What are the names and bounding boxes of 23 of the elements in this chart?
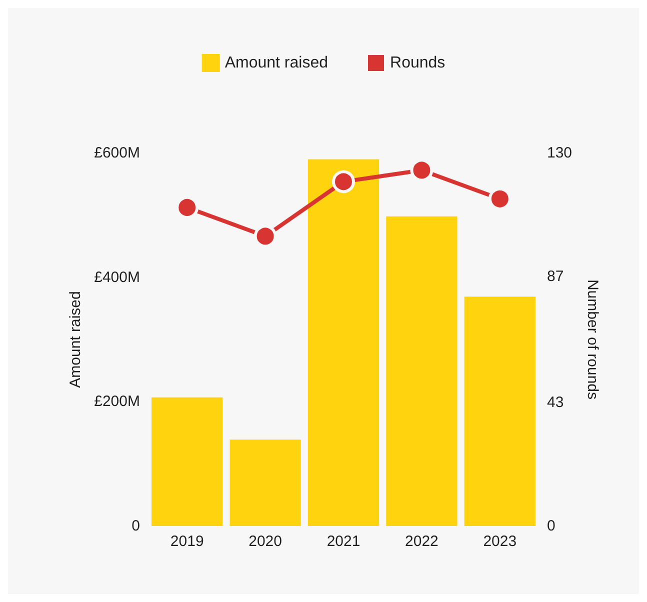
bar bbox=[308, 159, 380, 526]
x-tick-label: 2021 bbox=[326, 533, 360, 550]
x-tick-label: 2022 bbox=[405, 533, 438, 550]
y-tick-label: £200M bbox=[94, 393, 140, 410]
bar bbox=[152, 397, 223, 526]
y2-tick-label: 130 bbox=[547, 144, 572, 162]
x-tick-label: 2020 bbox=[248, 533, 282, 550]
y-tick-label: £400M bbox=[94, 268, 140, 286]
bar bbox=[386, 216, 458, 526]
legend-label: Amount raised bbox=[224, 54, 328, 72]
bar bbox=[464, 296, 536, 526]
y-tick-label: 0 bbox=[132, 518, 140, 534]
point bbox=[332, 170, 355, 194]
y2-tick-label: 87 bbox=[547, 268, 564, 285]
bar bbox=[230, 440, 301, 526]
y-axis-title: Amount raised bbox=[67, 291, 84, 388]
y2-tick-label: 0 bbox=[547, 518, 556, 534]
x-tick-label: 2023 bbox=[483, 533, 517, 550]
y2-axis-title: Number of rounds bbox=[584, 279, 601, 400]
x-tick-label: 2019 bbox=[170, 533, 204, 550]
y-tick-label: £600M bbox=[94, 144, 140, 162]
y2-tick-label: 43 bbox=[547, 394, 564, 412]
legend-label: Rounds bbox=[390, 54, 446, 72]
